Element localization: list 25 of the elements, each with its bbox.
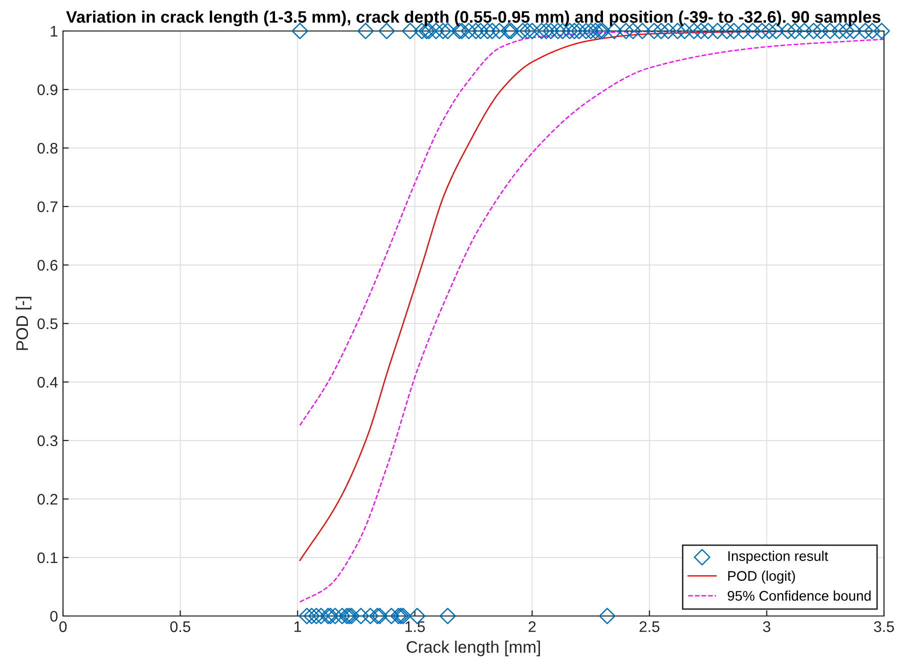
legend-label: 95% Confidence bound [728, 590, 871, 601]
y-tick-label: 0.4 [38, 376, 58, 388]
y-tick-label: 0.8 [38, 142, 58, 154]
x-tick-label: 2 [528, 621, 536, 632]
y-tick-label: 0.9 [38, 84, 58, 96]
x-axis-title: Crack length [mm] [406, 640, 540, 656]
y-tick-label: 0.6 [38, 260, 58, 271]
x-tick-label: 2.5 [640, 621, 660, 632]
x-tick-label: 1 [294, 621, 302, 632]
legend-label: POD (logit) [728, 570, 795, 584]
y-tick-label: 0.3 [38, 435, 58, 446]
x-tick-label: 0 [59, 621, 67, 632]
y-tick-label: 1 [50, 26, 58, 37]
y-tick-label: 0.5 [38, 318, 58, 330]
x-tick-label: 3.5 [874, 621, 894, 632]
x-tick-label: 1.5 [405, 621, 425, 632]
y-axis-title: POD [-] [16, 296, 32, 350]
y-tick-label: 0.1 [38, 552, 58, 564]
chart-title: Variation in crack length (1-3.5 mm), crack depth (0.55-0.95 mm) and position (-39- to -32.6). 90 samples [66, 10, 880, 26]
x-tick-label: 3 [763, 621, 770, 632]
y-tick-label: 0.2 [38, 494, 58, 505]
legend-label: Inspection result [728, 550, 828, 564]
y-tick-label: 0 [50, 610, 58, 622]
x-tick-label: 0.5 [170, 621, 190, 632]
y-tick-label: 0.7 [38, 201, 58, 212]
